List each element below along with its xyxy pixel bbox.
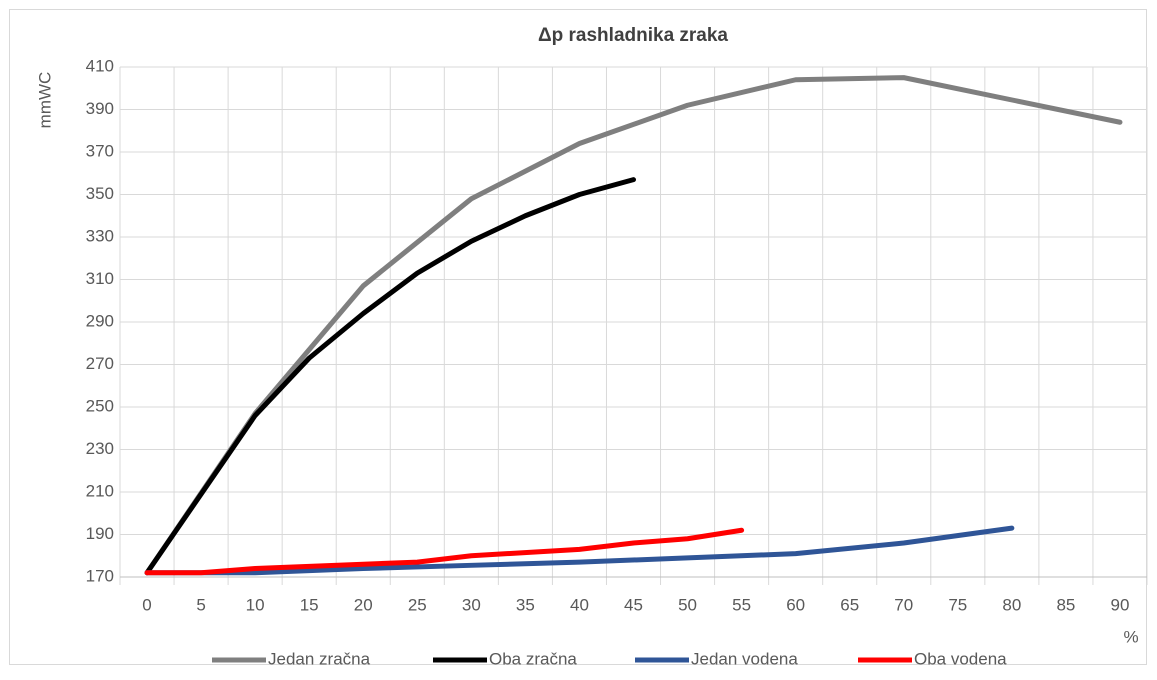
line-series bbox=[144, 75, 1123, 576]
x-tick-label: 15 bbox=[300, 595, 319, 614]
x-tick-label: 10 bbox=[246, 595, 265, 614]
x-tick-label: 55 bbox=[732, 595, 751, 614]
y-tick-label: 330 bbox=[86, 226, 114, 245]
y-tick-label: 250 bbox=[86, 396, 114, 415]
y-tick-label: 350 bbox=[86, 184, 114, 203]
y-tick-label: 370 bbox=[86, 141, 114, 160]
x-tick-label: 40 bbox=[570, 595, 589, 614]
legend-label: Jedan vodena bbox=[691, 649, 798, 668]
y-tick-label: 310 bbox=[86, 269, 114, 288]
x-tick-label: 35 bbox=[516, 595, 535, 614]
y-tick-label: 230 bbox=[86, 439, 114, 458]
x-tick-label: 20 bbox=[354, 595, 373, 614]
x-tick-label: 70 bbox=[894, 595, 913, 614]
x-tick-label: 5 bbox=[196, 595, 205, 614]
y-axis-label: mmWC bbox=[35, 72, 54, 129]
y-tick-label: 290 bbox=[86, 311, 114, 330]
y-tick-label: 190 bbox=[86, 524, 114, 543]
x-tick-label: 90 bbox=[1111, 595, 1130, 614]
x-tick-label: 60 bbox=[786, 595, 805, 614]
line-series bbox=[144, 527, 745, 576]
y-tick-label: 170 bbox=[86, 566, 114, 585]
y-tick-label: 390 bbox=[86, 99, 114, 118]
chart-title: Δp rashladnika zraka bbox=[538, 25, 728, 46]
x-tick-label: 65 bbox=[840, 595, 859, 614]
x-tick-label: 85 bbox=[1056, 595, 1075, 614]
y-tick-label: 410 bbox=[86, 56, 114, 75]
legend-label: Oba zračna bbox=[489, 649, 577, 668]
x-tick-label: 75 bbox=[948, 595, 967, 614]
x-tick-label: 0 bbox=[142, 595, 151, 614]
line-series bbox=[144, 177, 636, 576]
x-tick-label: 45 bbox=[624, 595, 643, 614]
x-tick-label: 50 bbox=[678, 595, 697, 614]
y-tick-label: 270 bbox=[86, 354, 114, 373]
line-series bbox=[144, 525, 1015, 576]
x-tick-label: 25 bbox=[408, 595, 427, 614]
chart-border bbox=[9, 9, 1147, 665]
legend-label: Jedan zračna bbox=[268, 649, 371, 668]
x-tick-label: 80 bbox=[1002, 595, 1021, 614]
legend-label: Oba vodena bbox=[914, 649, 1007, 668]
y-tick-label: 210 bbox=[86, 481, 114, 500]
x-tick-label: 30 bbox=[462, 595, 481, 614]
x-axis-label: % bbox=[1123, 627, 1138, 646]
